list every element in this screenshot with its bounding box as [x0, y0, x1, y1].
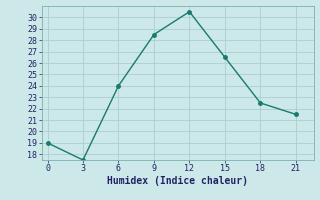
X-axis label: Humidex (Indice chaleur): Humidex (Indice chaleur): [107, 176, 248, 186]
